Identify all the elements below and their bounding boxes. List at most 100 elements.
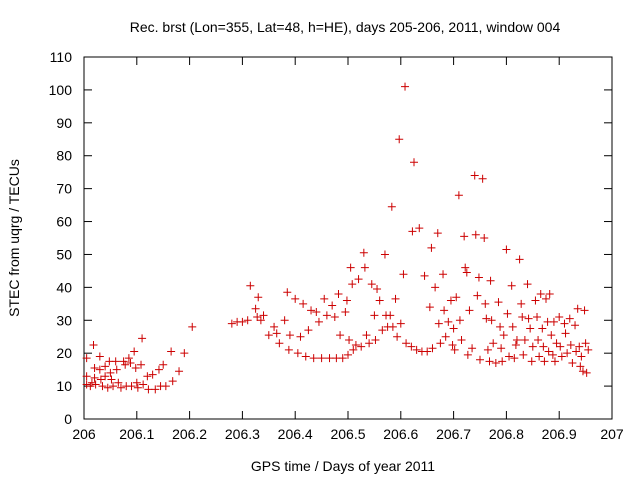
y-tick-label: 20	[56, 345, 72, 361]
data-point	[538, 324, 547, 333]
y-tick-label: 90	[56, 115, 72, 131]
data-point	[460, 232, 469, 241]
x-tick-label: 206	[72, 426, 96, 442]
data-point	[448, 340, 457, 349]
data-point	[238, 317, 247, 326]
y-tick-label: 100	[49, 82, 73, 98]
data-point	[291, 294, 300, 303]
data-point	[111, 357, 120, 366]
data-point	[106, 368, 115, 377]
data-point	[568, 359, 577, 368]
data-point	[380, 250, 389, 259]
data-point	[388, 322, 397, 331]
data-point	[519, 350, 528, 359]
data-point	[89, 340, 98, 349]
data-point	[167, 347, 176, 356]
data-point	[95, 365, 104, 374]
data-point	[565, 314, 574, 323]
data-point	[560, 319, 569, 328]
data-point	[293, 349, 302, 358]
data-point	[584, 345, 593, 354]
data-point	[96, 375, 105, 384]
data-point	[307, 306, 316, 315]
data-point	[341, 308, 350, 317]
x-axis-label: GPS time / Days of year 2011	[251, 458, 435, 474]
data-point	[578, 367, 587, 376]
data-point	[246, 281, 255, 290]
data-point	[362, 331, 371, 340]
y-tick-label: 60	[56, 214, 72, 230]
data-point	[515, 255, 524, 264]
data-point	[482, 314, 491, 323]
data-point	[91, 380, 100, 389]
data-point	[449, 324, 458, 333]
data-point	[342, 296, 351, 305]
data-point	[272, 329, 281, 338]
data-point	[336, 331, 345, 340]
data-point	[98, 382, 107, 391]
data-point	[511, 340, 520, 349]
data-points	[82, 82, 593, 394]
data-point	[497, 344, 506, 353]
data-point	[101, 372, 110, 381]
data-point	[508, 322, 517, 331]
data-point	[542, 294, 550, 303]
data-point	[480, 234, 489, 242]
data-point	[439, 270, 448, 279]
data-point	[498, 357, 507, 366]
data-point	[395, 135, 404, 144]
data-point	[344, 350, 352, 359]
data-point	[536, 289, 545, 298]
data-point	[301, 352, 310, 361]
data-point	[557, 352, 566, 361]
data-point	[132, 378, 141, 387]
data-point	[386, 311, 395, 320]
y-tick-label: 0	[64, 411, 72, 427]
data-point	[471, 230, 480, 239]
data-point	[470, 171, 479, 180]
data-point	[127, 382, 136, 391]
data-point	[131, 363, 140, 372]
chart-title: Rec. brst (Lon=355, Lat=48, h=HE), days …	[130, 19, 561, 35]
y-tick-label: 50	[56, 246, 72, 262]
y-tick-label: 10	[56, 378, 72, 394]
data-point	[119, 357, 128, 366]
data-point	[82, 372, 91, 381]
data-point	[474, 273, 483, 282]
data-point	[425, 303, 434, 312]
data-point	[555, 312, 564, 321]
data-point	[550, 357, 559, 366]
data-point	[518, 312, 527, 321]
data-point	[465, 306, 474, 315]
data-point	[572, 347, 581, 356]
data-point	[180, 349, 189, 358]
data-point	[573, 304, 582, 313]
data-point	[116, 383, 125, 392]
data-point	[547, 331, 556, 340]
data-point	[109, 382, 118, 391]
data-point	[505, 352, 514, 361]
data-point	[256, 316, 265, 325]
data-point	[520, 336, 529, 345]
data-point	[399, 270, 408, 279]
data-point	[526, 324, 535, 333]
axis-ticks: 206 206.1 206.2 206.3 206.4 206.5 206.6 206.7 20…	[49, 49, 624, 442]
data-point	[455, 316, 464, 325]
data-point	[114, 378, 123, 387]
data-point	[462, 268, 471, 277]
data-point	[527, 357, 536, 366]
data-point	[330, 312, 339, 321]
data-point	[283, 288, 292, 297]
data-point	[309, 354, 318, 363]
data-point	[359, 248, 368, 257]
data-point	[556, 342, 565, 351]
data-point	[577, 352, 586, 361]
data-point	[433, 229, 442, 238]
data-point	[90, 373, 99, 382]
data-point	[107, 375, 116, 384]
data-point	[512, 336, 521, 345]
data-point	[387, 202, 396, 211]
data-point	[502, 245, 511, 254]
data-point	[494, 298, 503, 307]
data-point	[259, 311, 268, 320]
